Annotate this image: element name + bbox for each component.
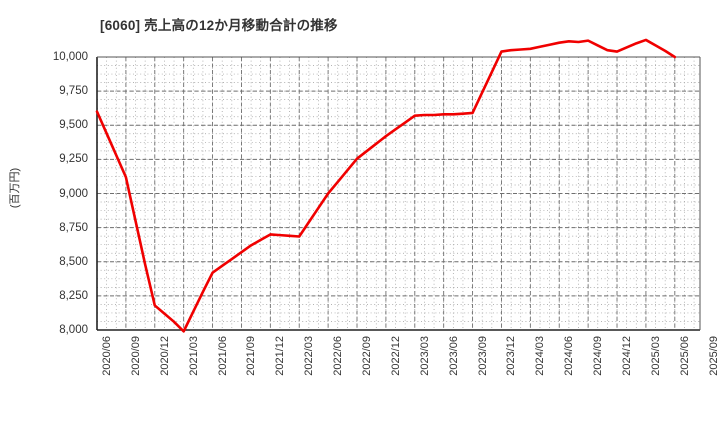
axis-lines bbox=[96, 56, 701, 331]
data-series-line bbox=[95, 38, 677, 333]
chart-title: [6060] 売上高の12か月移動合計の推移 bbox=[100, 18, 338, 33]
